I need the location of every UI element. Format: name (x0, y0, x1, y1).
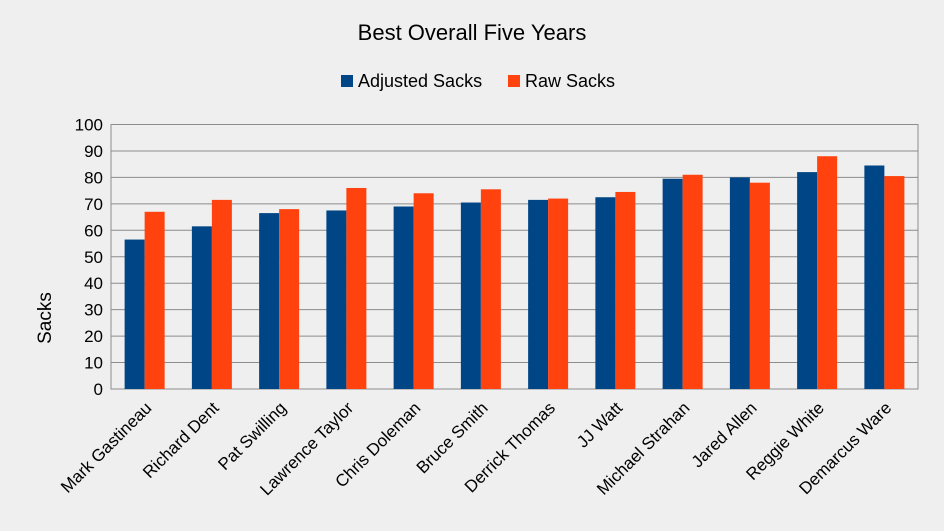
y-tick-label: 40 (84, 274, 103, 293)
legend-swatch (341, 75, 353, 87)
y-tick-label: 30 (84, 301, 103, 320)
bar (480, 189, 501, 389)
y-tick-label: 100 (75, 116, 103, 135)
bar (548, 198, 569, 389)
bar (211, 199, 232, 389)
x-tick-label: JJ Watt (573, 398, 626, 451)
bar (460, 202, 481, 389)
bar (884, 176, 905, 389)
y-tick-label: 20 (84, 327, 103, 346)
legend-swatch (508, 75, 520, 87)
bar (346, 187, 367, 389)
y-tick-label: 70 (84, 195, 103, 214)
bar (326, 210, 347, 389)
bar (817, 156, 838, 389)
bar (797, 172, 818, 389)
y-tick-labels: 0 10 20 30 40 50 60 70 80 90 100 (75, 116, 103, 400)
y-tick-label: 60 (84, 221, 103, 240)
bars (124, 156, 905, 389)
bar (259, 213, 280, 389)
y-tick-label: 90 (84, 142, 103, 161)
bar (864, 165, 885, 389)
y-tick-label: 10 (84, 354, 103, 373)
bar (144, 211, 165, 389)
bar (528, 199, 549, 389)
legend-label: Adjusted Sacks (358, 71, 482, 91)
bar (615, 191, 636, 389)
bar (729, 177, 750, 389)
bar (595, 197, 616, 389)
legend: Adjusted Sacks Raw Sacks (341, 71, 615, 91)
bar (662, 178, 683, 389)
bar (191, 226, 212, 389)
bar (124, 239, 145, 389)
plot-area-border (110, 124, 919, 390)
y-tick-label: 80 (84, 168, 103, 187)
y-tick-label: 0 (94, 380, 103, 399)
y-axis-title: Sacks (35, 292, 56, 344)
x-tick-label: Mark Gastineau (57, 398, 155, 496)
bar (393, 206, 414, 389)
x-tick-label: Jared Allen (688, 398, 761, 471)
legend-label: Raw Sacks (525, 71, 615, 91)
bar (682, 174, 703, 389)
bar (749, 182, 770, 389)
chart-title: Best Overall Five Years (358, 20, 587, 45)
bar (279, 209, 300, 389)
gridlines (110, 124, 919, 390)
y-tick-label: 50 (84, 248, 103, 267)
bar (413, 193, 434, 389)
